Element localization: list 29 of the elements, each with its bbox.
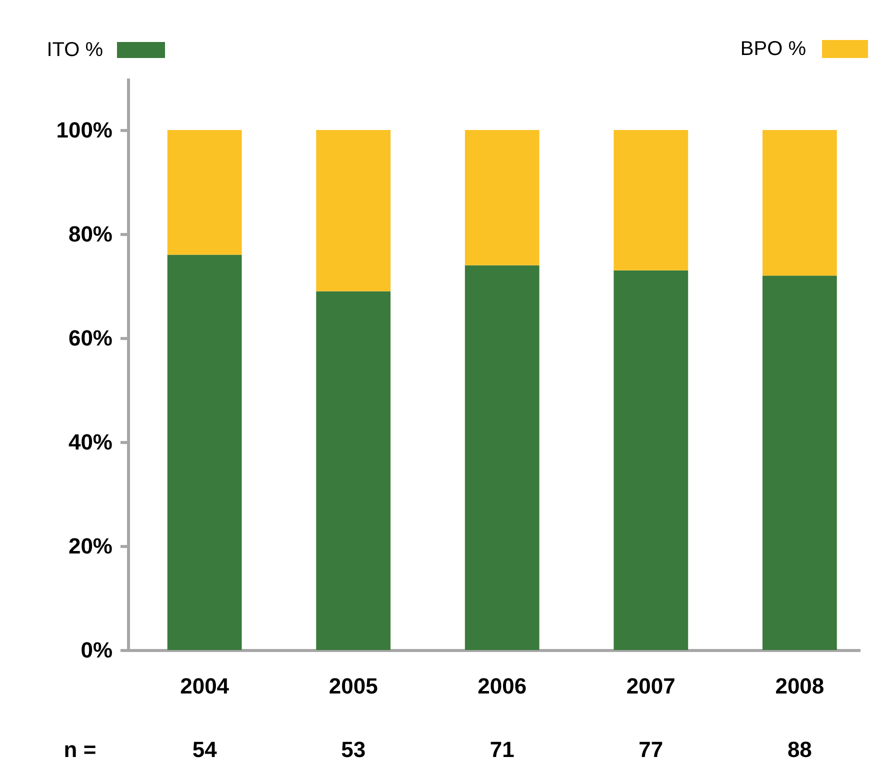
y-tick-label: 60% bbox=[68, 326, 112, 350]
y-tick-label: 20% bbox=[68, 534, 112, 558]
x-tick-label: 2008 bbox=[775, 674, 824, 698]
bar bbox=[167, 130, 242, 255]
text: 77 bbox=[638, 737, 664, 762]
y-tick-label: 40% bbox=[68, 430, 112, 454]
legend-label: BPO % bbox=[740, 38, 806, 60]
x-tick-label: 2007 bbox=[626, 674, 676, 698]
bar bbox=[464, 130, 540, 266]
x-tick-label: 2005 bbox=[328, 674, 378, 698]
bar bbox=[316, 291, 391, 650]
text: 53 bbox=[341, 737, 366, 762]
y-tick-label: 0% bbox=[80, 638, 112, 662]
y-tick-label: 80% bbox=[68, 222, 112, 246]
x-tick-label: 2004 bbox=[180, 674, 230, 698]
bar bbox=[316, 130, 391, 292]
x-tick-label: 2006 bbox=[478, 674, 527, 698]
bar bbox=[614, 270, 688, 650]
text: n = bbox=[64, 737, 96, 762]
bar bbox=[614, 130, 688, 270]
bar bbox=[167, 254, 242, 650]
text: 54 bbox=[192, 737, 218, 762]
text: 88 bbox=[787, 737, 812, 762]
y-tick-label: 100% bbox=[56, 118, 112, 142]
text: 71 bbox=[490, 737, 514, 762]
bar bbox=[762, 276, 837, 650]
bar bbox=[464, 265, 540, 650]
legend-label: ITO % bbox=[46, 39, 104, 61]
bar bbox=[762, 130, 837, 276]
